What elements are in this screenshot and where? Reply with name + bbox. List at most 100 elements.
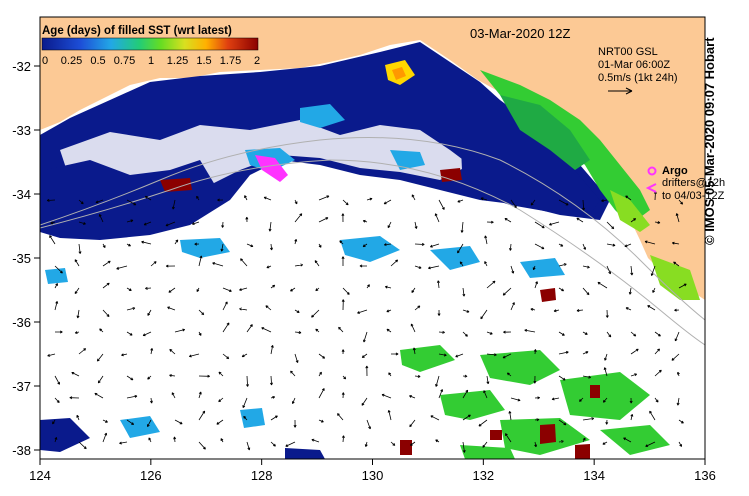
legend-argo: Argo	[662, 165, 688, 177]
current-vector	[222, 301, 228, 311]
current-vector	[149, 397, 153, 404]
current-vector	[102, 282, 110, 289]
current-vector	[654, 397, 659, 403]
x-axis: 124 126 128 130 132 134 136	[29, 459, 716, 483]
current-vector	[558, 331, 565, 336]
current-vector	[459, 261, 464, 267]
current-vector	[339, 240, 344, 245]
current-vector	[678, 441, 682, 447]
colorbar-tick-label: 0.25	[61, 55, 82, 67]
current-vector	[534, 243, 545, 250]
current-vector	[502, 287, 512, 296]
current-vector	[484, 261, 488, 267]
current-vector	[462, 309, 470, 313]
current-vector	[240, 258, 248, 267]
current-vector	[102, 309, 110, 317]
current-vector	[261, 327, 272, 333]
current-vector	[242, 397, 248, 408]
current-vector	[486, 375, 490, 385]
current-vector	[142, 331, 152, 337]
current-vector	[341, 213, 345, 223]
current-vector	[359, 264, 368, 268]
current-vector	[384, 285, 392, 289]
current-vector	[630, 413, 634, 421]
legend-drifters: drifters@12h	[662, 177, 725, 189]
y-tick-label: -34	[12, 187, 31, 202]
current-vector	[438, 330, 445, 334]
current-vector	[624, 243, 632, 248]
current-vector	[54, 397, 60, 403]
current-vector	[387, 221, 392, 229]
current-vector	[294, 213, 303, 223]
current-vector	[173, 436, 177, 443]
current-vector	[579, 397, 584, 402]
current-vector	[628, 287, 632, 295]
current-vector	[126, 219, 134, 223]
current-vector	[198, 255, 203, 267]
current-vector	[196, 287, 200, 293]
current-vector	[126, 307, 136, 311]
current-vector	[553, 309, 560, 313]
argo-marker-icon	[647, 166, 657, 176]
current-vectors	[46, 191, 687, 453]
current-vector	[268, 221, 272, 232]
current-vector	[462, 374, 468, 378]
current-vector	[582, 265, 590, 269]
current-vector	[98, 213, 104, 223]
current-vector	[630, 265, 634, 276]
current-vector	[245, 216, 249, 223]
current-vector	[102, 243, 106, 249]
current-vector	[558, 375, 566, 381]
current-vector	[386, 328, 392, 333]
current-vector	[198, 441, 206, 450]
current-vector	[218, 397, 224, 403]
current-vector	[361, 397, 368, 406]
current-vector	[78, 221, 86, 225]
current-vector	[361, 353, 368, 358]
current-vector	[576, 217, 584, 223]
current-vector	[530, 199, 536, 206]
current-vector	[294, 199, 298, 205]
current-vector	[462, 414, 471, 421]
current-vector	[71, 372, 80, 377]
current-vector	[625, 307, 632, 311]
current-vector	[558, 287, 565, 292]
current-vector	[126, 287, 132, 291]
current-vector	[602, 441, 608, 445]
current-vector	[55, 330, 63, 334]
current-vector	[239, 287, 248, 291]
current-vector	[357, 309, 368, 314]
current-vector	[188, 353, 200, 358]
current-vector	[582, 199, 586, 211]
current-vector	[606, 243, 616, 247]
current-vector	[169, 348, 176, 355]
current-vector	[165, 264, 176, 268]
current-vector	[630, 348, 639, 355]
current-vector	[126, 199, 137, 206]
current-vector	[486, 280, 496, 289]
current-vector	[174, 328, 186, 333]
current-vector	[292, 397, 296, 405]
x-tick-label: 128	[251, 468, 273, 483]
current-vector	[650, 265, 656, 276]
current-vector	[654, 331, 661, 337]
current-vector	[341, 299, 345, 311]
current-vector	[192, 221, 200, 225]
date-title: 03-Mar-2020 12Z	[470, 26, 570, 41]
current-vector	[480, 309, 488, 320]
current-vector	[510, 199, 517, 209]
y-tick-label: -36	[12, 315, 31, 330]
current-vector	[314, 260, 320, 267]
current-vector	[435, 375, 440, 387]
current-scale: 0.5m/s (1kt 24h)	[598, 72, 677, 84]
x-tick-label: 126	[140, 468, 162, 483]
current-vector	[510, 302, 515, 311]
current-vector	[266, 265, 272, 269]
current-vector	[534, 221, 545, 229]
current-vector	[558, 263, 567, 267]
current-vector	[126, 419, 135, 425]
current-vector	[436, 280, 440, 289]
current-vector	[171, 392, 176, 399]
current-vector	[558, 419, 567, 426]
